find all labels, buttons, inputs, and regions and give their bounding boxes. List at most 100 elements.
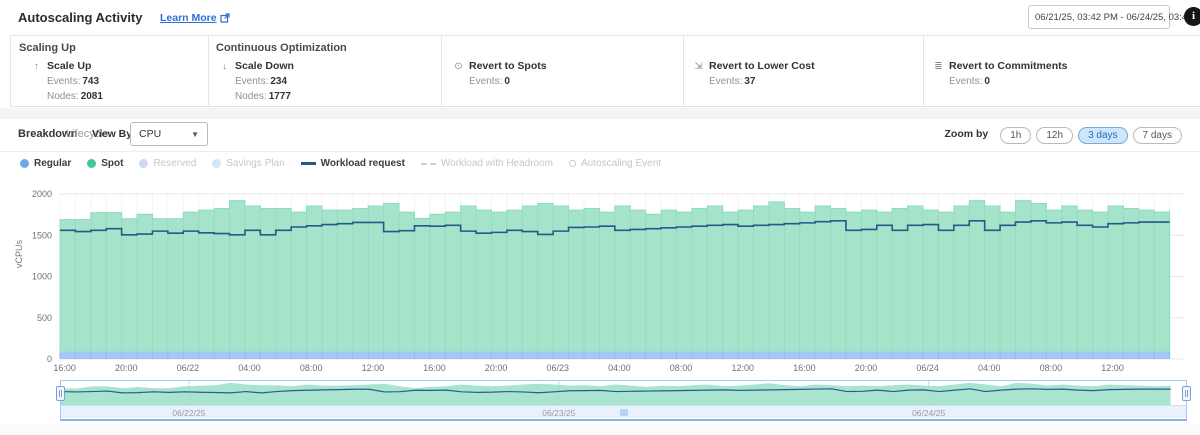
legend-label: Savings Plan: [226, 158, 285, 169]
svg-text:04:00: 04:00: [608, 363, 631, 373]
navigator-chart[interactable]: [61, 381, 1186, 405]
main-chart[interactable]: 0 500 1000 1500 2000 16:00 20:00 06/22 04:00 08:0…: [0, 180, 1200, 378]
svg-text:500: 500: [37, 313, 52, 323]
legend-swatch-ring-icon: [569, 160, 577, 167]
section-divider: [0, 151, 1200, 152]
svg-text:20:00: 20:00: [485, 363, 508, 373]
card-separator: [683, 36, 684, 106]
legend-label: Workload with Headroom: [440, 158, 554, 169]
card-separator: [441, 36, 442, 106]
svg-text:16:00: 16:00: [423, 363, 446, 373]
stat-card-title: Revert to Spots: [469, 60, 547, 72]
svg-text:08:00: 08:00: [300, 363, 323, 373]
svg-text:0: 0: [47, 354, 52, 364]
arrow-up-icon: ↑: [34, 60, 39, 72]
zoom-option-7-days[interactable]: 7 days: [1132, 127, 1182, 144]
svg-text:2000: 2000: [32, 189, 52, 199]
legend-swatch-dot-icon: [139, 159, 149, 168]
legend-label: Workload request: [320, 158, 405, 169]
legend-label: Reserved: [153, 158, 197, 169]
stat-metric: Events: 743: [47, 76, 100, 87]
svg-text:06/23: 06/23: [547, 363, 570, 373]
svg-text:08:00: 08:00: [670, 363, 693, 373]
chart-legend: Regular Spot Reserved Savings Plan Workload …: [20, 158, 661, 169]
group-label-scaling-up: Scaling Up: [19, 42, 76, 54]
arrow-down-icon: ↓: [222, 60, 227, 72]
stat-card-title: Scale Down: [235, 60, 294, 72]
stat-card-title: Revert to Lower Cost: [709, 60, 815, 72]
lower-cost-icon: ⇲: [694, 60, 703, 72]
zoom-option-1h[interactable]: 1h: [1000, 127, 1032, 144]
svg-text:06/24: 06/24: [916, 363, 939, 373]
stat-card-revert-to-spots: ⊙ Revert to Spots Events: 0: [453, 60, 547, 87]
legend-swatch-dot-icon: [212, 159, 222, 168]
zoom-option-12h[interactable]: 12h: [1036, 127, 1074, 144]
svg-text:1500: 1500: [32, 230, 52, 240]
svg-text:04:00: 04:00: [978, 363, 1001, 373]
stat-metric: Events: 234: [235, 76, 288, 87]
info-icon[interactable]: i: [1184, 7, 1200, 26]
navigator-right-handle[interactable]: [1182, 386, 1191, 401]
stat-metric: Nodes: 1777: [235, 91, 291, 102]
external-link-icon: [220, 13, 230, 23]
zoom-by-label: Zoom by: [944, 128, 989, 140]
svg-text:20:00: 20:00: [855, 363, 878, 373]
legend-item-savings-plan[interactable]: Savings Plan: [212, 158, 285, 169]
svg-text:12:00: 12:00: [1101, 363, 1124, 373]
tab-breakdown[interactable]: Breakdown: [18, 128, 78, 140]
legend-item-autoscaling-event[interactable]: Autoscaling Event: [569, 158, 661, 169]
navigator-date-label: 06/23/25: [542, 408, 576, 418]
legend-label: Spot: [101, 158, 124, 169]
y-axis-label: vCPUs: [14, 239, 24, 268]
legend-item-workload-request[interactable]: Workload request: [300, 158, 405, 169]
stat-card-scale-down: ↓ Scale Down Events: 234 Nodes: 1777: [219, 60, 294, 102]
navigator-left-handle[interactable]: [56, 386, 65, 401]
zoom-by-group: Zoom by 1h 12h 3 days 7 days: [944, 125, 1182, 144]
date-range-value: 06/21/25, 03:42 PM - 06/24/25, 03:42 PM: [1035, 11, 1200, 23]
zoom-option-3-days[interactable]: 3 days: [1078, 127, 1128, 144]
page-header: Autoscaling Activity Learn More 06/21/25…: [0, 0, 1200, 34]
svg-text:08:00: 08:00: [1040, 363, 1063, 373]
learn-more-label: Learn More: [160, 12, 217, 24]
legend-swatch-line-icon: [300, 162, 316, 165]
chart-navigator[interactable]: 06/22/25 06/23/25 06/24/25: [56, 380, 1191, 421]
learn-more-link[interactable]: Learn More: [160, 12, 230, 24]
legend-swatch-dot-icon: [20, 159, 29, 168]
stat-metric: Events: 0: [949, 76, 990, 87]
group-label-continuous-optimization: Continuous Optimization: [216, 42, 347, 54]
svg-text:16:00: 16:00: [53, 363, 76, 373]
svg-text:1000: 1000: [32, 272, 52, 282]
page-title: Autoscaling Activity: [18, 10, 143, 25]
stat-metric: Events: 0: [469, 76, 510, 87]
legend-swatch-dash-icon: [420, 162, 436, 165]
view-by-select[interactable]: CPU ▼: [130, 122, 208, 146]
stat-card-title: Revert to Commitments: [949, 60, 1068, 72]
svg-text:12:00: 12:00: [362, 363, 385, 373]
date-range-picker[interactable]: 06/21/25, 03:42 PM - 06/24/25, 03:42 PM: [1028, 5, 1200, 29]
stat-metric: Events: 37: [709, 76, 756, 87]
commitments-icon: ≣: [934, 60, 943, 72]
card-separator: [923, 36, 924, 106]
svg-text:04:00: 04:00: [238, 363, 261, 373]
legend-item-regular[interactable]: Regular: [20, 158, 71, 169]
stats-panel: Scaling Up Continuous Optimization ↑ Scale …: [10, 35, 1200, 107]
tab-lifecycle[interactable]: Lifecycle: [66, 128, 109, 140]
view-by-label: View By: [92, 128, 133, 140]
svg-text:06/22: 06/22: [177, 363, 200, 373]
page-footer-strip: [0, 423, 1200, 435]
legend-swatch-dot-icon: [87, 159, 97, 168]
stat-card-title: Scale Up: [47, 60, 92, 72]
chart-controls: Breakdown Lifecycle View By CPU ▼ Zoom b…: [0, 119, 1200, 150]
legend-item-reserved[interactable]: Reserved: [139, 158, 196, 169]
svg-text:20:00: 20:00: [115, 363, 138, 373]
stat-card-scale-up: ↑ Scale Up Events: 743 Nodes: 2081: [31, 60, 103, 102]
legend-item-spot[interactable]: Spot: [87, 158, 123, 169]
stat-card-revert-to-commitments: ≣ Revert to Commitments Events: 0: [933, 60, 1067, 87]
card-separator: [208, 36, 209, 106]
navigator-axis[interactable]: 06/22/25 06/23/25 06/24/25: [61, 405, 1186, 418]
navigator-scrollbar-thumb[interactable]: [619, 409, 628, 416]
stat-metric: Nodes: 2081: [47, 91, 103, 102]
legend-label: Autoscaling Event: [581, 158, 662, 169]
legend-item-workload-with-headroom[interactable]: Workload with Headroom: [420, 158, 554, 169]
